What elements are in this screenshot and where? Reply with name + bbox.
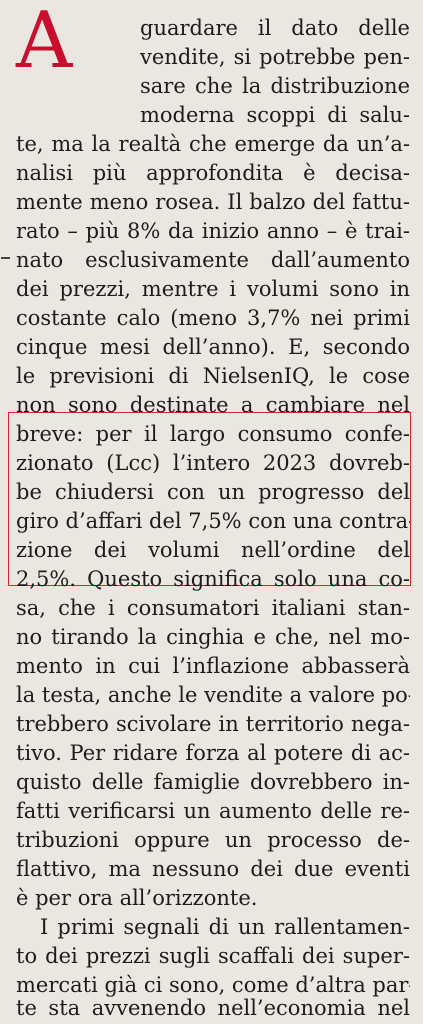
article-line: è per ora all’orizzonte. [16, 886, 258, 910]
article-line: la testa, anche le vendite a valore po- [16, 683, 410, 707]
article-line: vendite, si potrebbe pen- [140, 45, 410, 69]
article-line: non sono destinate a cambiare nel [16, 393, 410, 417]
article-line: te, ma la realtà che emerge da un’a- [16, 132, 410, 156]
article-line: dei prezzi, mentre i volumi sono in [16, 277, 410, 301]
margin-pencil-mark [1, 257, 10, 259]
article-line: 2,5%. Questo significa solo una co- [16, 567, 410, 591]
article-line: guardare il dato delle [140, 16, 410, 40]
article-line: mento in cui l’inflazione abbasserà [16, 654, 410, 678]
article-line: cinque mesi dell’anno). E, secondo [16, 335, 410, 359]
article-line: mercati già ci sono, come d’altra par- [16, 973, 410, 997]
article-line: zionato (Lcc) l’intero 2023 dovreb- [16, 451, 410, 475]
article-line: fatti verificarsi un aumento delle re- [16, 799, 410, 823]
article-line: te sta avvenendo nell’economia nel [16, 996, 410, 1020]
article-line: no tirando la cinghia e che, nel mo- [16, 625, 410, 649]
article-line: tivo. Per ridare forza al potere di ac- [16, 741, 410, 765]
article-line: tribuzioni oppure un processo de- [16, 828, 410, 852]
article-line: be chiudersi con un progresso del [16, 480, 410, 504]
article-line: sare che la distribuzione [140, 74, 410, 98]
highlight-box [8, 412, 411, 586]
drop-cap: A [16, 0, 73, 86]
article-line: nato esclusivamente dall’aumento [16, 248, 410, 272]
article-line: zione dei volumi nell’ordine del [16, 538, 410, 562]
article-line: nalisi più approfondita è decisa- [16, 161, 410, 185]
article-line: moderna scoppi di salu- [140, 103, 410, 127]
article-line: mente meno rosea. Il balzo del fattu- [16, 190, 410, 214]
article-line: trebbero scivolare in territorio nega- [16, 712, 410, 736]
article-line: I primi segnali di un rallentamen- [40, 915, 410, 939]
article-line: flattivo, ma nessuno dei due eventi [16, 857, 410, 881]
article-line: giro d’affari del 7,5% con una contra- [16, 509, 410, 533]
article-line: sa, che i consumatori italiani stan- [16, 596, 410, 620]
article-line: rato – più 8% da inizio anno – è trai- [16, 219, 410, 243]
article-line: breve: per il largo consumo confe- [16, 422, 410, 446]
article-line: costante calo (meno 3,7% nei primi [16, 306, 410, 330]
article-line: quisto delle famiglie dovrebbero in- [16, 770, 410, 794]
article-line: le previsioni di NielsenIQ, le cose [16, 364, 410, 388]
article-line: to dei prezzi sugli scaffali dei super- [16, 944, 410, 968]
